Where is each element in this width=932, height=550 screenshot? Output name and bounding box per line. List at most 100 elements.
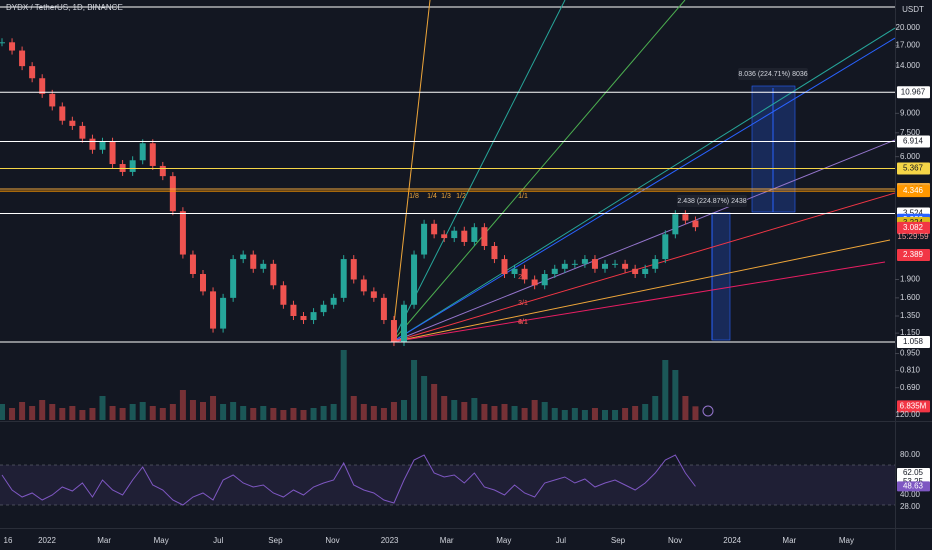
candle-body (159, 165, 166, 177)
price-label-box (897, 162, 930, 175)
volume-bar (340, 350, 347, 420)
x-tick-label: Sep (268, 536, 283, 545)
fan-label: 1/2 (456, 193, 466, 200)
x-tick-label: 16 (4, 536, 13, 545)
volume-bar (310, 408, 317, 420)
volume-bar (501, 404, 508, 420)
volume-bar (59, 408, 66, 420)
candle-body (300, 316, 307, 321)
measure-label-box (677, 195, 747, 207)
candle-body (200, 274, 206, 292)
candle-body (230, 259, 237, 298)
volume-bar (390, 402, 397, 420)
candle-body (521, 268, 528, 280)
candle-body (561, 263, 568, 269)
volume-bar (571, 408, 578, 420)
rsi-label: 53.25 (903, 477, 924, 486)
measure-label: 2.438 (224.87%) 2438 (677, 198, 746, 205)
alert-icon[interactable] (702, 405, 714, 417)
symbol-title: DYDX / TetherUS, 1D, BINANCE (6, 3, 123, 12)
volume-bar (169, 404, 176, 420)
volume-bar (642, 404, 649, 420)
fan-line (391, 239, 891, 343)
volume-bar (300, 410, 307, 420)
candle-body (119, 164, 126, 172)
candle-body (189, 254, 196, 275)
volume-bar (541, 402, 548, 420)
candle-body (240, 254, 247, 260)
candle-body (632, 268, 639, 275)
volume-bar (471, 398, 478, 420)
y-tick-label: 1.900 (900, 275, 921, 284)
y-tick-label: 1.350 (900, 311, 921, 320)
y-tick-label: 0.690 (900, 383, 921, 392)
volume-bar (481, 404, 488, 420)
candle-body (390, 320, 397, 343)
x-tick-label: Mar (782, 536, 796, 545)
x-tick-label: Jul (556, 536, 566, 545)
candle-body (591, 259, 598, 269)
candle-body (602, 263, 608, 269)
candle-body (270, 263, 277, 286)
volume-bar (370, 406, 377, 420)
fan-label: 1/1 (518, 193, 528, 200)
volume-bar (159, 408, 166, 420)
candle-body (0, 42, 5, 44)
price-label-box (897, 86, 930, 99)
volume-bar (521, 408, 528, 420)
volume-bar (149, 406, 156, 420)
x-tick-label: Mar (97, 536, 111, 545)
fan-line (391, 0, 566, 343)
fan-line (391, 192, 895, 343)
volume-bar (19, 402, 26, 420)
volume-bar (250, 408, 257, 420)
candle-body (149, 143, 156, 166)
volume-bar (179, 390, 186, 420)
candle-body (79, 125, 86, 139)
candle-body (220, 297, 227, 329)
volume-bar (240, 406, 247, 420)
candle-body (29, 66, 36, 79)
price-label: 10.967 (901, 87, 926, 96)
rsi-tick-label: 28.00 (900, 502, 921, 511)
price-label-box (897, 336, 930, 349)
volume-bar (380, 408, 387, 420)
candle-body (129, 160, 136, 172)
candle-body (370, 291, 377, 298)
volume-bar (49, 404, 56, 420)
candle-body (581, 259, 588, 264)
volume-bar (270, 408, 277, 420)
candle-body (59, 106, 66, 121)
volume-bar (511, 406, 518, 420)
candle-body (662, 234, 669, 260)
candle-body (89, 138, 96, 150)
candle-body (451, 230, 458, 239)
measure-label-box (738, 68, 808, 80)
rsi-band-fill (0, 465, 895, 505)
candle-body (491, 245, 498, 260)
fan-line (391, 27, 895, 343)
volume-bar (561, 410, 568, 420)
candle-body (99, 141, 106, 150)
volume-bar (79, 410, 86, 420)
volume-bar (652, 396, 659, 420)
volume-bar (230, 402, 237, 420)
candle-body (672, 214, 679, 235)
x-tick-label: 2023 (381, 536, 399, 545)
candle-body (169, 176, 176, 212)
candle-body (340, 259, 347, 298)
candle-body (49, 93, 56, 107)
candle-body (471, 227, 478, 242)
price-label-box (897, 249, 930, 262)
x-tick-label: 2024 (723, 536, 741, 545)
x-tick-label: 2022 (38, 536, 56, 545)
volume-bar (200, 402, 206, 420)
y-tick-label: 14.000 (896, 61, 921, 70)
rsi-label-box (897, 467, 930, 478)
fan-label: 4/1 (518, 319, 528, 326)
fan-line (391, 261, 886, 343)
volume-bar (210, 396, 217, 420)
volume-bar (622, 408, 629, 420)
volume-label-box (897, 400, 930, 413)
